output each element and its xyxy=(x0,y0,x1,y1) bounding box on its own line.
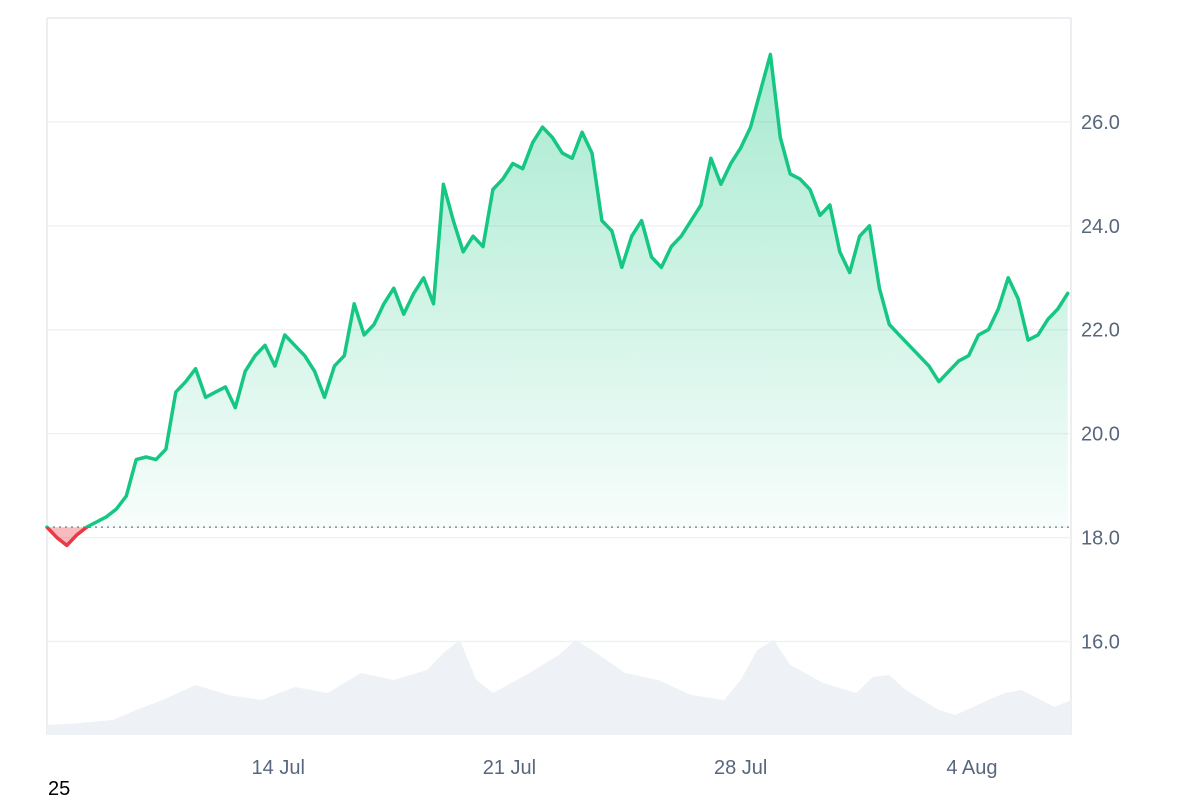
y-tick-label: 26.0 xyxy=(1081,112,1120,134)
y-tick-label: 18.0 xyxy=(1081,528,1120,550)
price-areas xyxy=(47,54,1068,546)
price-area-up xyxy=(86,54,1068,528)
volume-area-path xyxy=(47,640,1071,735)
y-axis-ticks: 16.0 18.0 20.0 22.0 24.0 26.0 xyxy=(1081,112,1120,654)
x-tick-label: 4 Aug xyxy=(946,757,997,779)
y-tick-label: 16.0 xyxy=(1081,631,1120,653)
price-line-up xyxy=(45,52,1070,528)
y-tick-label: 22.0 xyxy=(1081,320,1120,342)
x-tick-label: 14 Jul xyxy=(252,757,305,779)
x-axis-ticks: 14 Jul 21 Jul 28 Jul 4 Aug xyxy=(252,757,998,779)
volume-area xyxy=(47,640,1071,735)
price-lines xyxy=(45,52,1070,548)
corner-label: 25 xyxy=(48,778,71,800)
x-tick-label: 28 Jul xyxy=(714,757,767,779)
x-tick-label: 21 Jul xyxy=(483,757,536,779)
y-tick-label: 20.0 xyxy=(1081,424,1120,446)
y-tick-label: 24.0 xyxy=(1081,216,1120,238)
plot-frame xyxy=(46,17,1072,735)
